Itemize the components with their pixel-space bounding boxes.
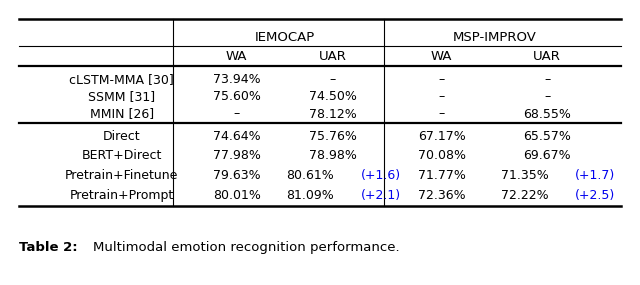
Text: –: –: [438, 73, 445, 86]
Text: 75.60%: 75.60%: [213, 90, 260, 103]
Text: BERT+Direct: BERT+Direct: [81, 149, 162, 162]
Text: –: –: [438, 90, 445, 103]
Text: –: –: [438, 107, 445, 121]
Text: 71.77%: 71.77%: [418, 169, 465, 182]
Text: (+2.5): (+2.5): [575, 189, 615, 202]
Text: 70.08%: 70.08%: [417, 149, 466, 162]
Text: 80.61%: 80.61%: [287, 169, 334, 182]
Text: Pretrain+Finetune: Pretrain+Finetune: [65, 169, 179, 182]
Text: 78.98%: 78.98%: [309, 149, 356, 162]
Text: 80.01%: 80.01%: [213, 189, 260, 202]
Text: SSMM [31]: SSMM [31]: [88, 90, 155, 103]
Text: (+2.1): (+2.1): [361, 189, 401, 202]
Text: –: –: [544, 73, 550, 86]
Text: 72.36%: 72.36%: [418, 189, 465, 202]
Text: Pretrain+Prompt: Pretrain+Prompt: [70, 189, 173, 202]
Text: 73.94%: 73.94%: [213, 73, 260, 86]
Text: UAR: UAR: [533, 50, 561, 64]
Text: cLSTM-MMA [30]: cLSTM-MMA [30]: [69, 73, 174, 86]
Text: IEMOCAP: IEMOCAP: [255, 30, 315, 44]
Text: Table 2:: Table 2:: [19, 241, 78, 255]
Text: 68.55%: 68.55%: [524, 107, 571, 121]
Text: –: –: [330, 73, 336, 86]
Text: 77.98%: 77.98%: [213, 149, 260, 162]
Text: 71.35%: 71.35%: [501, 169, 548, 182]
Text: 81.09%: 81.09%: [287, 189, 334, 202]
Text: Multimodal emotion recognition performance.: Multimodal emotion recognition performan…: [93, 241, 399, 255]
Text: (+1.7): (+1.7): [575, 169, 615, 182]
Text: 78.12%: 78.12%: [309, 107, 356, 121]
Text: UAR: UAR: [319, 50, 347, 64]
Text: Direct: Direct: [103, 130, 140, 143]
Text: 74.50%: 74.50%: [309, 90, 356, 103]
Text: 69.67%: 69.67%: [524, 149, 571, 162]
Text: 74.64%: 74.64%: [213, 130, 260, 143]
Text: 65.57%: 65.57%: [524, 130, 571, 143]
Text: 67.17%: 67.17%: [418, 130, 465, 143]
Text: MMIN [26]: MMIN [26]: [90, 107, 154, 121]
Text: 75.76%: 75.76%: [309, 130, 356, 143]
Text: 72.22%: 72.22%: [501, 189, 548, 202]
Text: –: –: [234, 107, 240, 121]
Text: –: –: [544, 90, 550, 103]
Text: WA: WA: [431, 50, 452, 64]
Text: MSP-IMPROV: MSP-IMPROV: [452, 30, 536, 44]
Text: WA: WA: [226, 50, 248, 64]
Text: (+1.6): (+1.6): [361, 169, 401, 182]
Text: 79.63%: 79.63%: [213, 169, 260, 182]
